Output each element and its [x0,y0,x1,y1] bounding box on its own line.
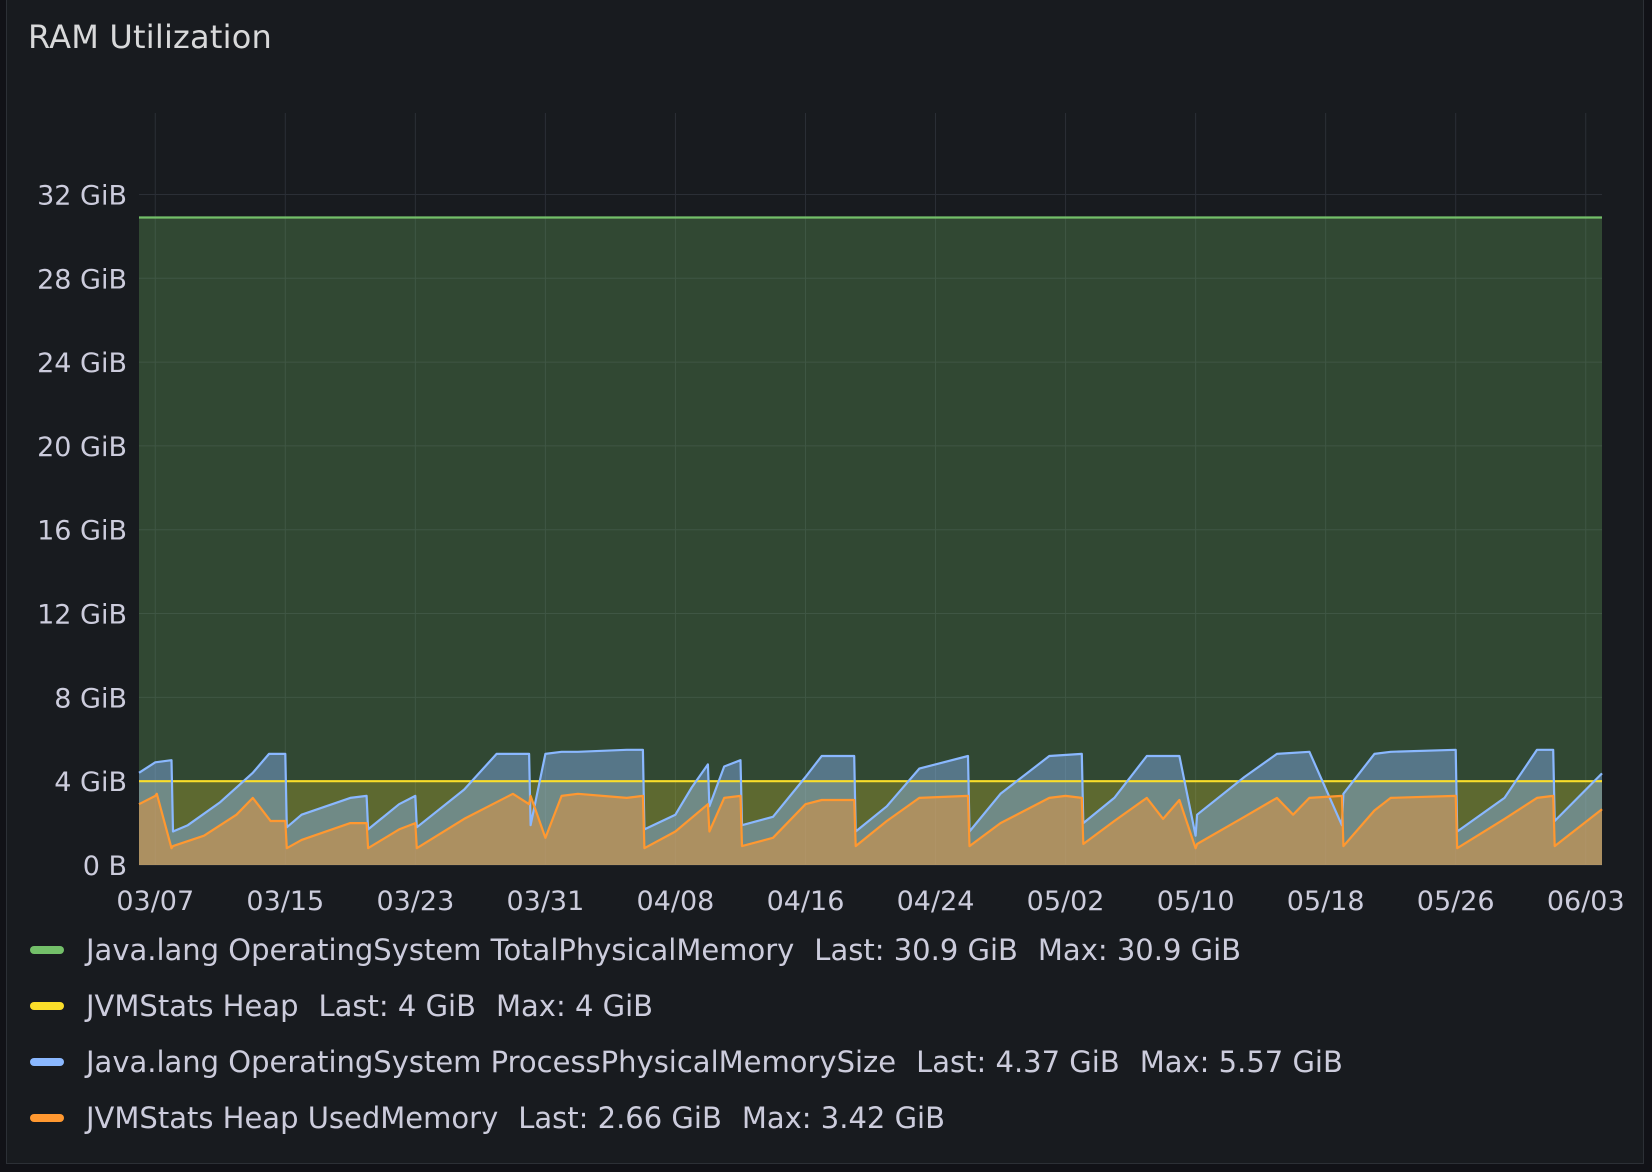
legend-swatch [30,1058,64,1066]
x-tick-label: 06/03 [1547,886,1625,915]
x-tick-label: 03/15 [246,886,324,915]
chart-grid [139,113,1602,866]
legend-item[interactable]: Java.lang OperatingSystem TotalPhysicalM… [30,922,1343,978]
series-3-line [138,792,1603,850]
x-tick-label: 03/07 [116,886,194,915]
legend-last-value: Last: 4 GiB [318,989,477,1023]
chart-areas [139,217,1602,865]
ram-utilization-chart: 0 B 4 GiB 8 GiB 12 GiB 16 GiB 20 GiB 24 GiB 28 … [37,113,1625,915]
x-tick-label: 04/24 [897,886,975,915]
legend-swatch [30,1002,64,1010]
legend-series-name: JVMStats Heap [86,989,299,1023]
legend-item[interactable]: JVMStats Heap Last: 4 GiB Max: 4 GiB [30,978,1343,1034]
legend-last-value: Last: 2.66 GiB [518,1101,722,1135]
x-tick-label: 04/08 [637,886,715,915]
x-tick-label: 05/18 [1287,886,1365,915]
y-tick-label: 28 GiB [37,264,127,295]
x-tick-label: 04/16 [767,886,845,915]
y-tick-label: 0 B [83,851,127,882]
legend-item[interactable]: JVMStats Heap UsedMemory Last: 2.66 GiB Ma… [30,1090,1343,1146]
legend-series-name: Java.lang OperatingSystem TotalPhysicalM… [86,933,795,967]
x-tick-label: 05/02 [1027,886,1105,915]
x-axis-ticks: 03/07 03/15 03/23 03/31 04/08 04/16 04/24 05/02… [116,886,1624,915]
x-tick-label: 03/31 [506,886,584,915]
legend-last-value: Last: 4.37 GiB [916,1045,1120,1079]
y-tick-label: 32 GiB [37,180,127,211]
chart-legend: Java.lang OperatingSystem TotalPhysicalM… [30,922,1343,1146]
legend-max-value: Max: 30.9 GiB [1037,933,1242,967]
x-tick-label: 05/26 [1417,886,1495,915]
y-tick-label: 8 GiB [54,683,127,714]
y-tick-label: 20 GiB [37,432,127,463]
series-2-area [139,749,1602,865]
legend-max-value: Max: 4 GiB [496,989,654,1023]
chart-lines [138,216,1603,850]
x-tick-label: 05/10 [1157,886,1235,915]
legend-series-name: Java.lang OperatingSystem ProcessPhysica… [86,1045,897,1079]
legend-last-value: Last: 30.9 GiB [814,933,1018,967]
legend-max-value: Max: 3.42 GiB [741,1101,945,1135]
legend-item[interactable]: Java.lang OperatingSystem ProcessPhysica… [30,1034,1343,1090]
series-2-line [138,748,1603,837]
y-tick-label: 4 GiB [54,767,127,798]
y-tick-label: 16 GiB [37,516,127,547]
legend-swatch [30,1114,64,1122]
y-tick-label: 12 GiB [37,600,127,631]
legend-max-value: Max: 5.57 GiB [1139,1045,1343,1079]
legend-swatch [30,946,64,954]
legend-series-name: JVMStats Heap UsedMemory [86,1101,499,1135]
series-1-area [139,781,1602,865]
series-0-area [139,217,1602,865]
y-axis-ticks: 0 B 4 GiB 8 GiB 12 GiB 16 GiB 20 GiB 24 GiB 28 … [37,180,127,882]
x-tick-label: 03/23 [376,886,454,915]
y-tick-label: 24 GiB [37,348,127,379]
panel-title: RAM Utilization [28,18,272,56]
series-3-area [139,793,1602,865]
